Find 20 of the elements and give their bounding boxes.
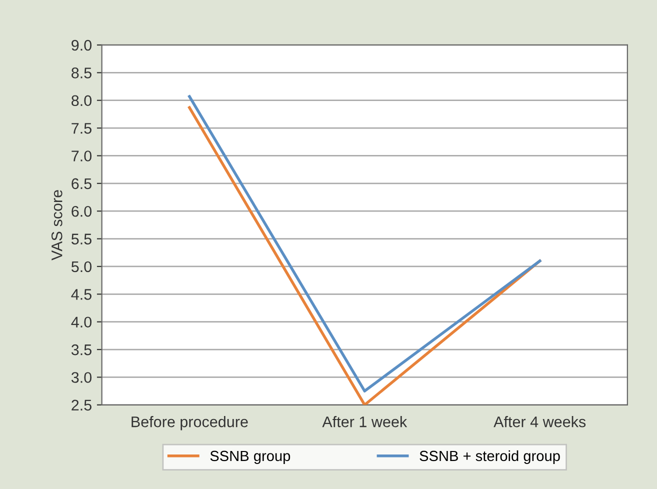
y-tick-label: 3.0 — [71, 372, 92, 383]
y-tick-label: 5.5 — [71, 234, 92, 244]
y-tick-label: 6.0 — [72, 206, 92, 217]
y-tick-label: 4.0 — [71, 316, 92, 328]
x-tick-label: After 1 week — [322, 416, 408, 428]
y-tick-label: 4.5 — [71, 289, 92, 300]
y-tick-label: 7.0 — [72, 150, 92, 162]
x-tick-label: Before procedure — [132, 416, 248, 430]
y-tick-label: 2.5 — [72, 400, 92, 411]
y-tick-label: 9.0 — [72, 40, 92, 51]
y-tick-label: 8.0 — [72, 95, 92, 106]
legend-label: SSNB group — [210, 450, 290, 464]
y-tick-label: 6.5 — [72, 178, 92, 190]
y-tick-label: 5.0 — [71, 261, 92, 272]
legend-label: SSNB + steroid group — [420, 450, 560, 464]
y-tick-label: 3.5 — [71, 344, 92, 356]
y-tick-label: 7.5 — [72, 123, 92, 134]
y-tick-label: 8.5 — [72, 68, 92, 78]
y-axis-title: VAS score — [51, 190, 62, 260]
x-tick-label: After 4 weeks — [494, 416, 586, 428]
